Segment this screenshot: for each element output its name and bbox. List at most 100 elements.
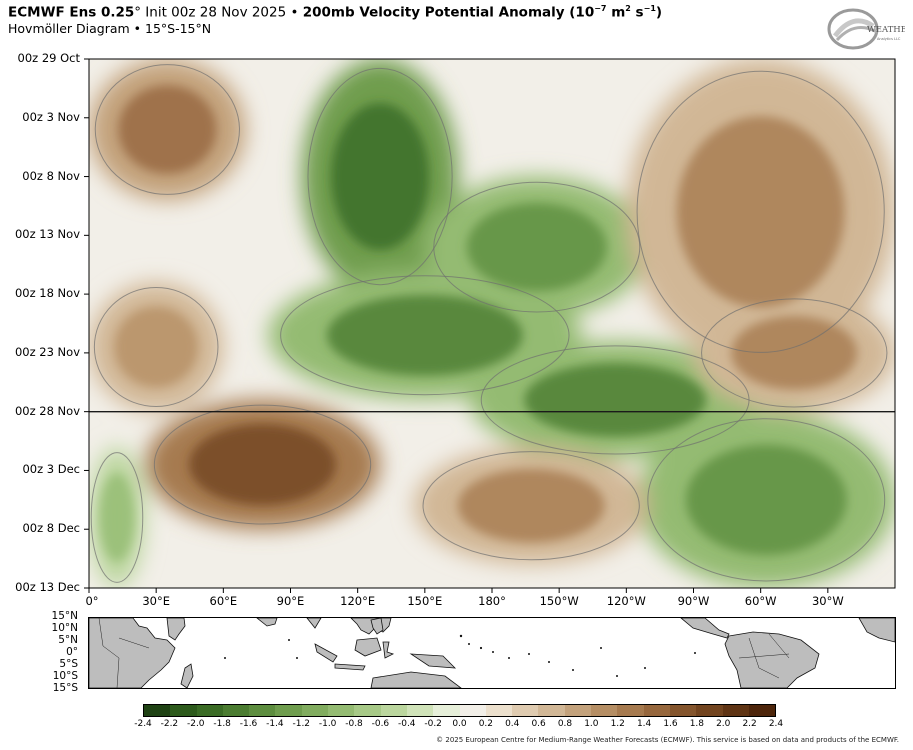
west-africa-right — [858, 618, 895, 643]
madagascar — [180, 663, 194, 688]
australia — [370, 671, 462, 688]
colorbar-tick-label: -1.6 — [239, 719, 258, 729]
chart-subtitle: Hovmöller Diagram • 15°S-15°N — [8, 21, 212, 36]
colorbar-tick-label: 2.0 — [716, 719, 731, 729]
x-tick-label: 90°E — [276, 594, 305, 608]
colorbar-tick-label: -1.8 — [213, 719, 231, 729]
colorbar-tick-label: 1.2 — [610, 719, 625, 729]
x-tick-label: 0° — [85, 594, 99, 608]
contour-4 — [647, 418, 886, 582]
colorbar-tick-label: -0.2 — [424, 719, 442, 729]
country-borders — [98, 618, 790, 688]
colorbar-tick-label: 2.2 — [742, 719, 757, 729]
sumatra — [314, 643, 338, 663]
colorbar-cell — [617, 705, 644, 716]
title-exponent: −7 — [594, 4, 607, 13]
colorbar — [143, 704, 776, 717]
colorbar-tick-label: -0.6 — [371, 719, 390, 729]
colorbar-cell — [196, 705, 223, 716]
title-exponent-3: −1 — [643, 4, 656, 13]
colorbar-tick-label: -2.4 — [134, 719, 152, 729]
colorbar-tick-label: -0.8 — [345, 719, 363, 729]
logo-text: WEATHERBELL — [867, 25, 905, 35]
colorbar-cell — [170, 705, 197, 716]
africa-east-horn — [166, 618, 186, 641]
java — [334, 663, 366, 671]
anomaly-core-negative-3 — [524, 363, 707, 437]
colorbar-tick-label: 0.8 — [557, 719, 573, 729]
logo-subtext: Analytics LLC — [877, 37, 901, 41]
latitude-label: 5°N — [58, 634, 78, 646]
colorbar-tick-label: 1.8 — [689, 719, 705, 729]
new-guinea — [409, 653, 457, 669]
contour-1 — [433, 181, 641, 313]
tropics-map — [89, 618, 895, 688]
colorbar-cell — [301, 705, 329, 716]
y-tick-label: 00z 23 Nov — [14, 344, 80, 359]
latitude-label: 5°S — [59, 658, 78, 670]
colorbar-tick-label: -1.0 — [318, 719, 337, 729]
copyright-notice: © 2025 European Centre for Medium-Range … — [436, 736, 899, 744]
title-degree: ° — [134, 4, 142, 21]
title-init: Init 00z 28 Nov 2025 • — [141, 4, 303, 21]
x-tick-label: 150°E — [407, 594, 443, 608]
y-tick-label: 00z 13 Nov — [14, 227, 80, 242]
weatherbell-logo: WEATHERBELL Analytics LLC — [827, 8, 905, 50]
colorbar-cell — [748, 705, 776, 716]
colorbar-tick-label: 0.4 — [505, 719, 520, 729]
y-tick-label: 00z 3 Dec — [22, 462, 80, 477]
colorbar-tick-label: -0.4 — [397, 719, 416, 729]
contour-10 — [93, 287, 219, 407]
title-close: ) — [655, 4, 663, 21]
x-tick-label: 150°W — [539, 594, 579, 608]
philippines — [370, 618, 384, 635]
latitude-label: 0° — [66, 646, 78, 658]
x-tick-label: 120°W — [606, 594, 646, 608]
colorbar-cell — [696, 705, 723, 716]
x-tick-label: 60°W — [744, 594, 777, 608]
colorbar-tick-label: 1.0 — [584, 719, 599, 729]
borneo — [354, 637, 382, 657]
colorbar-tick-label: 1.6 — [663, 719, 678, 729]
colorbar-cell — [380, 705, 407, 716]
colorbar-cell — [669, 705, 697, 716]
colorbar-cell — [512, 705, 539, 716]
y-tick-label: 00z 29 Oct — [17, 51, 81, 65]
contour-11 — [701, 298, 888, 408]
anomaly-core-positive-8 — [457, 468, 605, 543]
anomaly-core-positive-11 — [731, 316, 858, 390]
colorbar-tick-label: 1.4 — [636, 719, 652, 729]
colorbar-cell — [328, 705, 355, 716]
anomaly-core-negative-5 — [99, 473, 135, 562]
colorbar-cell — [275, 705, 302, 716]
hovmoller-plot — [84, 58, 896, 593]
y-tick-label: 00z 18 Nov — [14, 286, 80, 301]
colorbar-cell — [222, 705, 250, 716]
latitude-label: 15°S — [52, 682, 78, 694]
colorbar-cell — [485, 705, 513, 716]
anomaly-core-positive-7 — [118, 85, 217, 174]
colorbar-tick-label: 0.0 — [452, 719, 467, 729]
title-model: ECMWF Ens 0.25 — [8, 4, 135, 21]
title-exponent-2: 2 — [625, 4, 631, 13]
contour-7 — [94, 64, 240, 195]
contour-0 — [307, 67, 453, 286]
x-tick-label: 30°E — [142, 594, 170, 608]
colorbar-cell — [249, 705, 276, 716]
colorbar-tick-label: -2.2 — [160, 719, 179, 729]
colorbar-cell — [564, 705, 592, 716]
south-america — [724, 631, 820, 688]
latitude-label: 10°S — [52, 670, 78, 682]
y-tick-label: 00z 8 Dec — [22, 521, 80, 536]
colorbar-tick-label: -2.0 — [186, 719, 205, 729]
islands — [224, 634, 696, 677]
y-ticks — [84, 58, 89, 589]
colorbar-cell — [459, 705, 486, 716]
arabia-india — [256, 618, 278, 627]
colorbar-tick-label: 0.2 — [478, 719, 494, 729]
anomaly-core-positive-10 — [114, 306, 199, 388]
chart-title: ECMWF Ens 0.25° Init 00z 28 Nov 2025 • 2… — [8, 4, 662, 21]
zero-contours — [90, 64, 888, 583]
central-america — [680, 618, 730, 639]
x-tick-label: 120°E — [340, 594, 376, 608]
